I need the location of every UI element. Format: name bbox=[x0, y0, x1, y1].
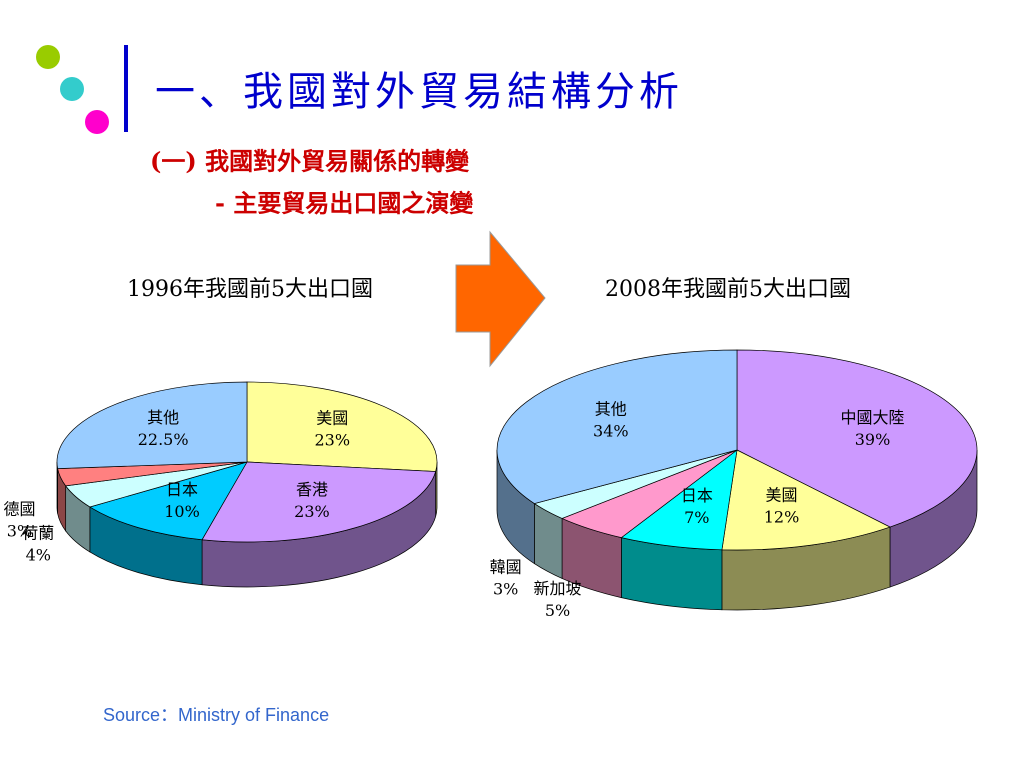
pie-slice bbox=[620, 449, 738, 551]
slice-label: 荷蘭 bbox=[22, 523, 54, 542]
decor-dot bbox=[36, 45, 60, 69]
pie-slice bbox=[721, 449, 891, 551]
pie-slice bbox=[736, 349, 978, 528]
pie-slice bbox=[246, 381, 438, 472]
slice-value-label: 10% bbox=[164, 502, 200, 521]
slice-value-label: 39% bbox=[855, 430, 891, 449]
pie-slice bbox=[56, 381, 248, 469]
slice-label: 新加坡 bbox=[534, 579, 582, 598]
decor-dot bbox=[60, 77, 84, 101]
slice-value-label: 12% bbox=[764, 508, 800, 527]
slice-label: 日本 bbox=[166, 480, 198, 499]
chart-title: 2008年我國前5大出口國 bbox=[605, 277, 851, 302]
slice-label: 其他 bbox=[147, 408, 179, 427]
slice-value-label: 5% bbox=[545, 601, 570, 620]
slice-value-label: 4% bbox=[26, 545, 51, 564]
slice-value-label: 23% bbox=[314, 431, 350, 450]
slice-label: 中國大陸 bbox=[840, 408, 904, 427]
source: Source：Ministry of Finance bbox=[103, 705, 329, 725]
slice-value-label: 3% bbox=[7, 522, 32, 541]
arrow bbox=[455, 230, 546, 368]
slice-label: 美國 bbox=[765, 486, 797, 505]
pie-slice bbox=[89, 461, 248, 541]
pie-slice bbox=[496, 349, 738, 504]
subtitle: - 主要貿易出口國之演變 bbox=[215, 189, 474, 218]
slice-label: 德國 bbox=[3, 500, 35, 519]
slide-title: 一、我國對外貿易結構分析 bbox=[155, 69, 683, 115]
slice-value-label: 3% bbox=[493, 579, 518, 598]
slice-label: 其他 bbox=[595, 400, 627, 419]
slice-value-label: 23% bbox=[294, 502, 330, 521]
slice-label: 香港 bbox=[296, 480, 328, 499]
slice-label: 韓國 bbox=[490, 557, 522, 576]
slice-value-label: 22.5% bbox=[138, 430, 189, 449]
slice-value-label: 7% bbox=[684, 508, 709, 527]
chart-title: 1996年我國前5大出口國 bbox=[127, 277, 373, 302]
slice-label: 日本 bbox=[681, 486, 713, 505]
slice-label: 美國 bbox=[316, 409, 348, 428]
pie-slice bbox=[201, 461, 437, 543]
subtitle: (一) 我國對外貿易關係的轉變 bbox=[150, 147, 470, 176]
decor-dot bbox=[85, 110, 109, 134]
slice-value-label: 34% bbox=[593, 422, 629, 441]
